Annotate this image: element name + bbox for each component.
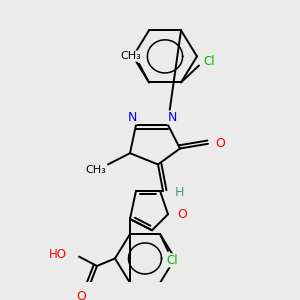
Text: CH₃: CH₃ xyxy=(85,165,106,175)
Text: N: N xyxy=(167,111,177,124)
Text: O: O xyxy=(215,137,225,150)
Text: N: N xyxy=(127,111,137,124)
Text: H: H xyxy=(174,186,184,199)
Text: O: O xyxy=(177,208,187,221)
Text: CH₃: CH₃ xyxy=(121,51,141,61)
Text: O: O xyxy=(76,290,86,300)
Text: HO: HO xyxy=(49,248,67,261)
Text: Cl: Cl xyxy=(203,55,215,68)
Text: Cl: Cl xyxy=(166,254,178,267)
